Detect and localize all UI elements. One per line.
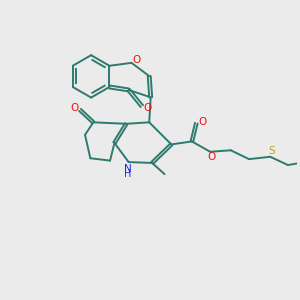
- Text: O: O: [144, 103, 152, 112]
- Text: O: O: [208, 152, 216, 162]
- Text: S: S: [268, 146, 275, 156]
- Text: N: N: [124, 164, 132, 173]
- Text: H: H: [124, 169, 132, 179]
- Text: O: O: [198, 117, 206, 127]
- Text: O: O: [70, 103, 79, 112]
- Text: O: O: [133, 56, 141, 65]
